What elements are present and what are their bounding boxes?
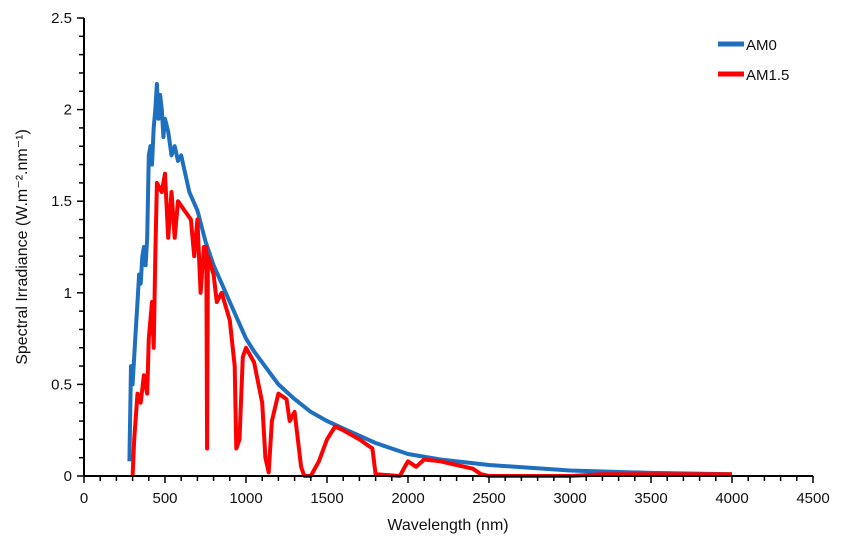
x-tick-label: 1000 [229, 490, 262, 507]
x-tick-label: 0 [80, 490, 88, 507]
y-axis-label: Spectral Irradiance (W.m⁻².nm⁻¹) [14, 129, 31, 365]
legend: AM0 AM1.5 [718, 37, 789, 84]
x-tick-label: 500 [152, 490, 177, 507]
x-tick-label: 2500 [472, 490, 505, 507]
y-tick-label: 1 [64, 285, 72, 302]
x-axis-label: Wavelength (nm) [387, 517, 508, 534]
series-line-am0 [127, 82, 733, 477]
y-tick-label: 0 [64, 468, 72, 485]
y-tick-label: 0.5 [51, 376, 72, 393]
x-tick-label: 2000 [391, 490, 424, 507]
y-tick-label: 1.5 [51, 193, 72, 210]
x-tick-label: 3500 [634, 490, 667, 507]
x-tick-label: 4500 [796, 490, 829, 507]
legend-label-am15: AM1.5 [746, 67, 789, 84]
legend-label-am0: AM0 [746, 37, 777, 54]
series-line-am15 [130, 171, 732, 478]
x-tick-label: 3000 [553, 490, 586, 507]
y-tick-label: 2.5 [51, 10, 72, 27]
x-tick-label: 4000 [715, 490, 748, 507]
x-tick-label: 1500 [310, 490, 343, 507]
y-tick-label: 2 [64, 102, 72, 119]
